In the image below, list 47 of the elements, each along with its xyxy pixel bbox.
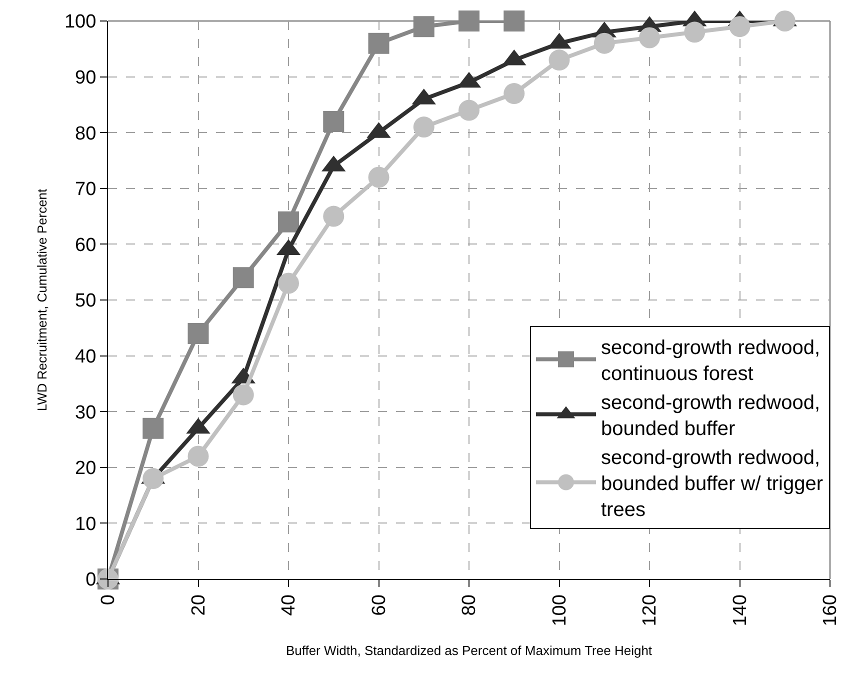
x-tick-label: 20	[188, 594, 210, 616]
point	[232, 267, 254, 288]
x-tick-label: 100	[549, 594, 570, 626]
point	[188, 446, 209, 467]
point	[548, 50, 570, 71]
y-axis-title: LWD Recruitment, Cumulative Percent	[34, 188, 50, 412]
point	[458, 10, 480, 32]
y-tick-label: 10	[75, 514, 96, 535]
point	[278, 211, 299, 232]
point	[594, 32, 615, 54]
legend-label: second-growth redwood, bounded buffer w/ trigger trees	[601, 447, 824, 522]
y-tick-label: 40	[75, 346, 96, 368]
y-tick-label: 50	[75, 290, 96, 312]
y-tick-label: 70	[75, 179, 96, 200]
point	[368, 32, 390, 54]
point	[504, 83, 525, 104]
point	[323, 110, 344, 132]
point	[368, 166, 390, 188]
x-axis-title: Buffer Width, Standardized as Percent of Maximum Tree Height	[286, 642, 652, 658]
x-tick-label: 120	[640, 594, 661, 626]
point	[458, 100, 480, 121]
y-tick-label: 90	[75, 67, 96, 88]
x-tick-label: 80	[459, 594, 480, 616]
point	[729, 16, 750, 38]
y-tick-label: 60	[75, 234, 96, 256]
point	[323, 206, 344, 227]
x-tick-label: 140	[730, 594, 751, 626]
x-tick-label: 0	[98, 594, 120, 606]
point	[142, 418, 164, 439]
y-tick-label: 20	[75, 458, 96, 480]
point	[504, 10, 525, 32]
point	[188, 322, 209, 344]
y-tick-label: 0	[86, 570, 96, 591]
point	[684, 22, 706, 43]
point	[413, 116, 434, 138]
y-tick-label: 30	[75, 402, 96, 424]
point	[278, 272, 299, 294]
point	[142, 468, 164, 490]
point	[232, 384, 254, 406]
point	[639, 27, 660, 48]
x-tick-label: 160	[820, 594, 842, 626]
y-tick-label: 80	[75, 123, 96, 144]
y-tick-label: 100	[64, 12, 96, 33]
point	[774, 10, 796, 32]
x-tick-label: 60	[368, 594, 390, 616]
point	[413, 16, 434, 38]
x-tick-label: 40	[278, 594, 300, 616]
